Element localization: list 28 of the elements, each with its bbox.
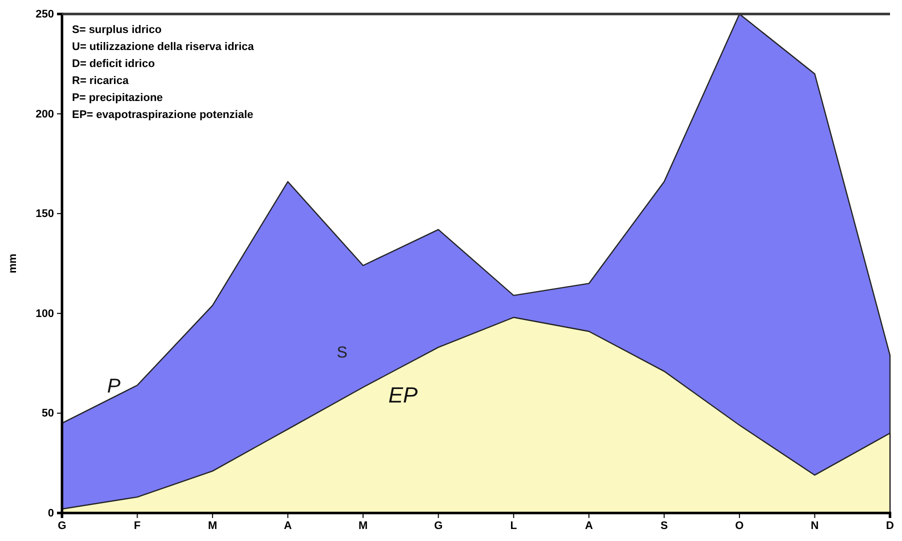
x-tick-label: G (58, 520, 66, 532)
annotation: S (336, 344, 348, 362)
x-tick-label: O (735, 520, 744, 532)
x-tick-label: G (434, 520, 443, 532)
annotation: U= utilizzazione della riserva idrica (72, 41, 255, 53)
y-tick-label: 50 (42, 408, 54, 420)
annotation: D= deficit idrico (72, 58, 156, 70)
y-tick-label: 100 (36, 308, 54, 320)
series-label: P (107, 375, 122, 398)
annotation: P= precipitazione (72, 92, 163, 104)
y-axis-title: mm (7, 254, 19, 274)
y-tick-label: 250 (36, 8, 54, 21)
x-tick-label: M (208, 520, 218, 532)
y-tick-label: 0 (48, 508, 54, 520)
annotation: EP= evapotraspirazione potenziale (72, 109, 254, 121)
x-tick-label: M (358, 520, 368, 532)
x-tick-label: D (886, 520, 894, 532)
x-tick-label: F (134, 520, 141, 532)
y-tick-label: 200 (36, 108, 54, 120)
x-tick-label: A (284, 520, 292, 532)
x-tick-label: L (510, 520, 518, 532)
x-tick-label: S (660, 520, 668, 532)
series-label: EP (388, 382, 418, 408)
x-tick-label: N (810, 520, 819, 532)
annotation: R= ricarica (72, 75, 130, 87)
y-tick-label: 150 (36, 208, 54, 220)
annotation: S= surplus idrico (72, 24, 162, 36)
x-tick-label: A (584, 520, 593, 532)
